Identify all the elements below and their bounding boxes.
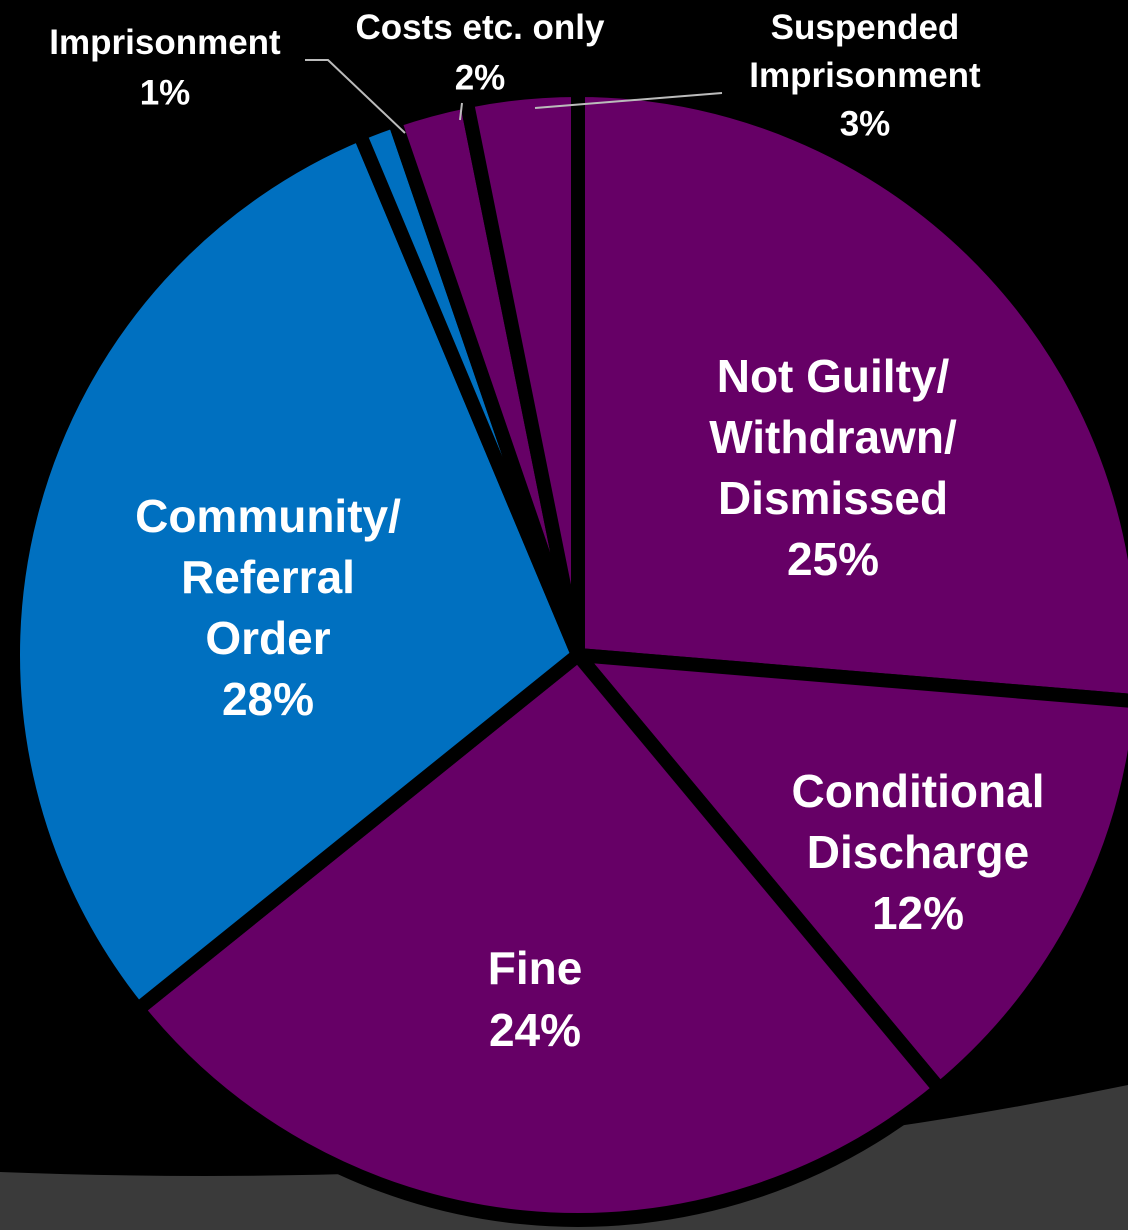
- pie-slice: [6, 124, 587, 1020]
- slice-label: Conditional Discharge: [792, 765, 1045, 878]
- pie-slice: [571, 82, 1128, 708]
- leader-line: [305, 59, 406, 134]
- leader-line: [534, 92, 723, 109]
- labels: Not Guilty/Withdrawn/Dismissed 25% Conditi…: [49, 8, 1044, 1056]
- value-label: 12%: [872, 887, 964, 939]
- value-label: 1%: [140, 73, 191, 112]
- floor-shape: [0, 1085, 1128, 1230]
- value-label: 3%: [840, 104, 891, 143]
- slice-label: Community/Referral Order: [135, 490, 401, 664]
- slice-label: Imprisonment: [49, 23, 281, 62]
- slice-label: Not Guilty/Withdrawn/Dismissed: [709, 350, 957, 524]
- pie-slice: [561, 646, 1128, 1100]
- value-label: 24%: [489, 1004, 581, 1056]
- value-label: 25%: [787, 533, 879, 585]
- value-label: 2%: [455, 58, 506, 97]
- leader-line: [459, 102, 463, 121]
- slice-label: Suspended Imprisonment: [749, 8, 981, 95]
- slice-label: Fine: [488, 942, 583, 994]
- value-label: 28%: [222, 673, 314, 725]
- pie-slice: [458, 82, 585, 657]
- slice-label: Costs etc. only: [356, 8, 605, 47]
- pie-slice: [128, 645, 950, 1227]
- slices: [6, 82, 1128, 1227]
